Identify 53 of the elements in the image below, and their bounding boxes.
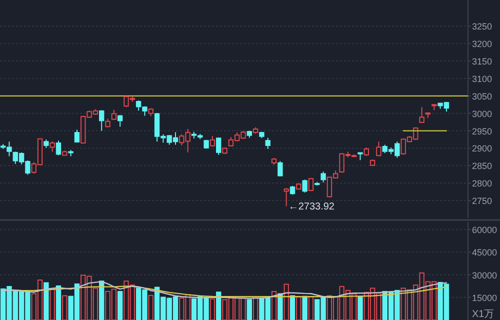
y-tick-label: 60000 <box>472 225 498 236</box>
bar <box>252 297 258 320</box>
candlestick <box>117 114 123 128</box>
candlestick <box>376 141 382 157</box>
annotation: ←2733.92 <box>288 202 335 213</box>
bar <box>44 282 49 320</box>
bar <box>216 292 222 320</box>
bar <box>99 280 104 320</box>
bar <box>308 296 314 320</box>
bar <box>271 291 277 320</box>
candlestick <box>74 129 80 143</box>
candlestick <box>50 140 55 152</box>
bar <box>246 299 252 320</box>
bar <box>284 284 289 320</box>
candlestick <box>302 179 308 194</box>
line-series <box>2 286 448 298</box>
y-tick-label: 2900 <box>472 144 492 154</box>
y-tick-label: 15000 <box>472 292 498 303</box>
y-tick-label: 2750 <box>472 196 492 206</box>
candlestick <box>320 171 326 183</box>
bar <box>62 295 68 320</box>
bar <box>302 296 308 320</box>
line-series <box>2 280 448 299</box>
y-tick-label: 45000 <box>472 248 498 258</box>
y-tick-label: 3150 <box>472 56 492 67</box>
y-tick-label: 3000 <box>472 108 492 119</box>
bar <box>290 295 296 320</box>
candlestick <box>111 109 117 120</box>
candlestick <box>216 136 222 156</box>
bar <box>148 294 154 320</box>
bar <box>296 296 302 320</box>
y-axis-title: X1万 <box>472 309 494 320</box>
candlestick <box>278 160 283 177</box>
bar <box>358 296 363 320</box>
candlestick <box>419 106 424 124</box>
y-tick-label: 3100 <box>472 74 492 84</box>
bar <box>210 298 216 320</box>
y-tick-label: 2850 <box>472 161 492 172</box>
bar <box>278 293 283 320</box>
candlestick <box>210 136 216 147</box>
bar <box>117 291 123 320</box>
candlestick <box>56 140 62 156</box>
bar <box>50 288 55 320</box>
y-tick-label: 30000 <box>472 270 498 280</box>
y-tick-label: 2800 <box>472 178 492 189</box>
bar <box>56 285 62 320</box>
candlestick <box>99 110 104 132</box>
y-tick-label: 3200 <box>472 39 492 50</box>
y-tick-label: 3050 <box>472 91 492 102</box>
y-tick-label: 2950 <box>472 126 492 136</box>
candlestick <box>265 137 270 150</box>
y-tick-label: 3250 <box>472 22 492 32</box>
candlestick <box>284 188 289 207</box>
